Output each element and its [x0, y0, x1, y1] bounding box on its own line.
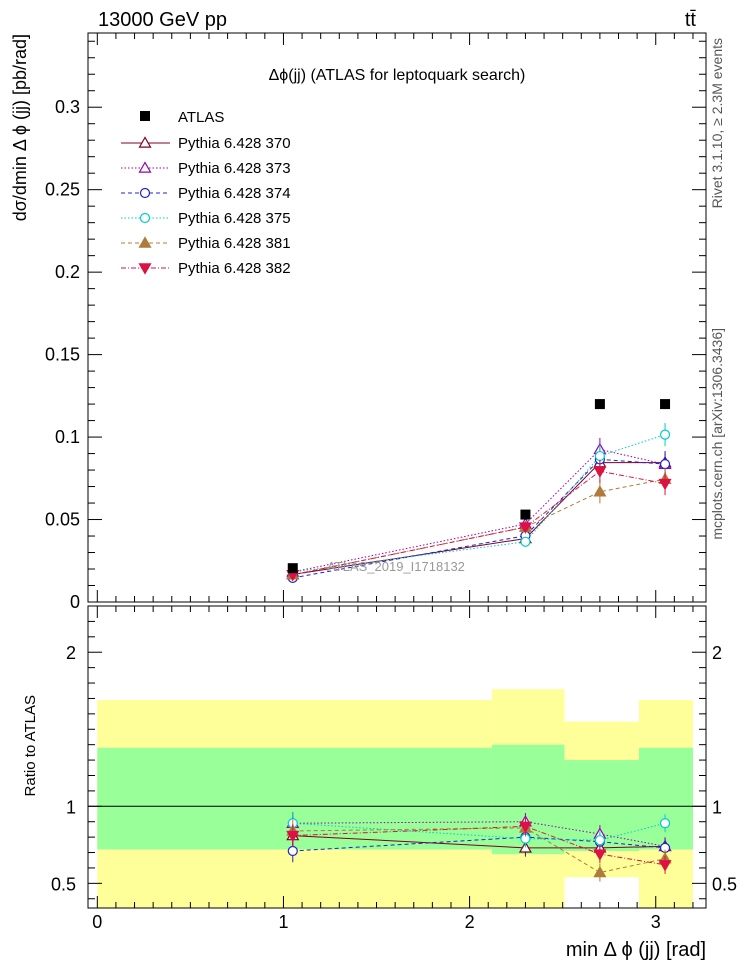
data-point — [660, 399, 671, 410]
series-point — [520, 536, 531, 547]
series-line — [292, 470, 666, 576]
series-ratio-point — [518, 821, 532, 834]
series-ratio-line — [292, 835, 666, 849]
plot-title: Δϕ(jj) (ATLAS for leptoquark search) — [269, 67, 526, 84]
legend-entry-5: Pythia 6.428 381 — [121, 235, 291, 252]
ratio-frame — [87, 605, 707, 909]
legend-label-atlas: ATLAS — [178, 109, 224, 126]
ratio-tick-label: 1 — [66, 797, 76, 817]
series-ratio-point — [658, 860, 672, 872]
series-ratio-point — [286, 830, 300, 843]
legend-marker — [139, 187, 151, 199]
mcplots-label: mcplots.cern.ch [arXiv:1306.3436] — [709, 328, 725, 540]
series-ratio-line — [292, 822, 666, 841]
data-points — [287, 399, 671, 574]
legend-marker — [138, 136, 152, 148]
series-line — [292, 458, 666, 579]
y-tick-label: 0.05 — [45, 510, 80, 530]
x-axis-title: min Δ ϕ (jj) [rad] — [566, 939, 706, 961]
legend-marker — [139, 212, 151, 224]
legend-marker-atlas — [140, 111, 150, 121]
legend-marker — [138, 236, 152, 248]
band-green — [638, 747, 693, 850]
legend-mc-entries: Pythia 6.428 370 Pythia 6.428 373 Pythia 6… — [121, 135, 291, 277]
ratio-tick-label-right: 1 — [712, 797, 722, 817]
x-tick-label: 1 — [278, 912, 288, 932]
series-ratio-point — [287, 845, 298, 857]
series-4 — [287, 423, 671, 850]
watermark: ATLAS_2019_I1718132 — [327, 559, 465, 574]
series-line — [292, 434, 666, 573]
y-tick-label: 0 — [70, 592, 80, 612]
series-point — [593, 466, 607, 478]
y-tick-label: 0.3 — [55, 97, 80, 117]
series-point — [594, 450, 605, 462]
series-ratio-point — [593, 849, 607, 861]
legend-entry-4: Pythia 6.428 375 — [121, 210, 291, 227]
series-ratio-point — [594, 835, 605, 846]
mc-series — [286, 423, 672, 882]
rivet-label: Rivet 3.1.10, ≥ 2.3M events — [709, 38, 725, 208]
series-line — [292, 448, 666, 573]
y-tick-label: 0.15 — [45, 345, 80, 365]
legend-label: Pythia 6.428 370 — [178, 135, 291, 152]
series-ratio-line — [292, 827, 666, 874]
header-process: tt̄ — [685, 9, 697, 31]
series-point — [659, 459, 671, 470]
legend-entry-1: Pythia 6.428 370 — [121, 135, 291, 152]
x-tick-label: 3 — [651, 912, 661, 932]
legend-label: Pythia 6.428 373 — [178, 160, 291, 177]
legend-label: Pythia 6.428 382 — [178, 260, 291, 277]
main-frame — [87, 32, 707, 603]
legend-entry-3: Pythia 6.428 374 — [121, 185, 291, 202]
ratio-tick-label: 2 — [66, 643, 76, 663]
x-tick-label: 0 — [92, 912, 102, 932]
data-point — [520, 509, 531, 520]
ticks: 0 1 2 3 0 0.05 0.1 0.15 0.2 0.25 0.3 0.5 0.5 1 1 2 2 — [45, 33, 737, 932]
ratio-tick-label: 0.5 — [51, 874, 76, 894]
series-ratio-point — [593, 865, 607, 878]
series-ratio-line — [292, 821, 666, 847]
series-line — [292, 478, 666, 576]
series-point — [659, 429, 671, 440]
series-6 — [286, 459, 672, 874]
legend-marker — [138, 161, 152, 173]
series-point — [593, 485, 607, 497]
y-tick-label: 0.25 — [45, 180, 80, 200]
legend-entry-6: Pythia 6.428 382 — [121, 260, 291, 277]
series-line — [292, 462, 666, 575]
series-ratio-point — [659, 818, 671, 829]
ratio-tick-label-right: 0.5 — [712, 874, 737, 894]
y-axis-title: dσ/dmin Δ ϕ (jj) [pb/rad] — [10, 34, 30, 221]
axes-frames — [87, 32, 707, 909]
legend-entry-atlas: ATLAS — [140, 109, 224, 126]
legend-label: Pythia 6.428 374 — [178, 185, 291, 202]
ratio-tick-label-right: 2 — [712, 643, 722, 663]
data-point — [594, 399, 605, 410]
data-point — [287, 563, 298, 574]
legend-marker — [138, 263, 152, 275]
y-tick-label: 0.1 — [55, 427, 80, 447]
series-point — [658, 478, 672, 491]
legend-label: Pythia 6.428 381 — [178, 235, 291, 252]
legend-label: Pythia 6.428 375 — [178, 210, 291, 227]
header-energy: 13000 GeV pp — [98, 9, 227, 31]
ratio-axis-title: Ratio to ATLAS — [22, 695, 39, 796]
legend-entry-2: Pythia 6.428 373 — [121, 160, 291, 177]
x-tick-label: 2 — [465, 912, 475, 932]
series-ratio-line — [292, 825, 666, 866]
ratio-bands — [88, 689, 706, 908]
y-tick-label: 0.2 — [55, 262, 80, 282]
series-point — [518, 522, 532, 534]
